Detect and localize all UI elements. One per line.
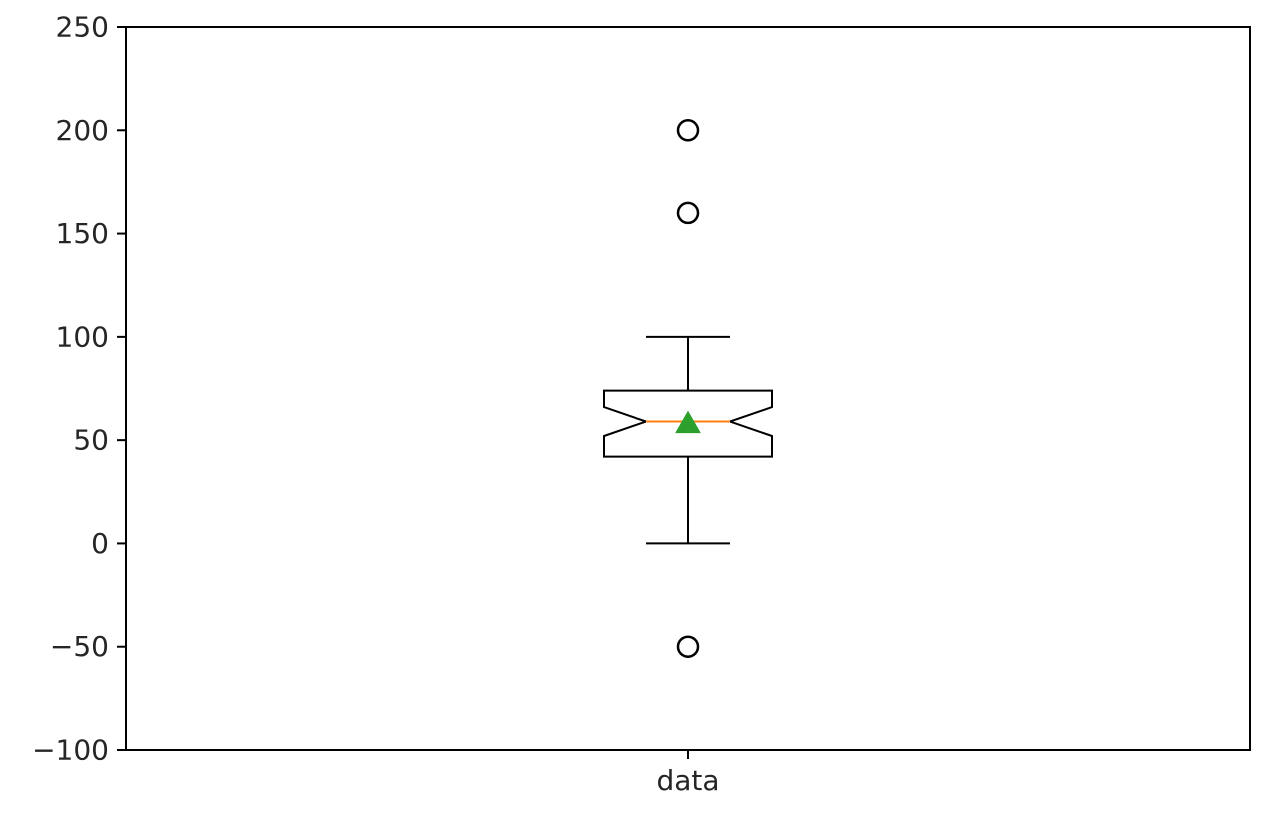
x-axis: data [656, 750, 720, 797]
notched-box [603, 389, 773, 458]
plot-frame [125, 26, 1251, 751]
mean-marker [675, 410, 701, 434]
y-tick-label: 50 [73, 424, 109, 457]
plot-marks [603, 119, 773, 658]
y-tick-label: 150 [56, 217, 109, 250]
y-tick-label: 0 [91, 527, 109, 560]
y-tick-label: 100 [56, 320, 109, 353]
box-group [603, 119, 773, 658]
x-tick-label: data [656, 764, 719, 797]
outlier-point [676, 119, 700, 142]
y-axis: −100 −50 0 50 100 150 200 250 [32, 11, 126, 767]
y-tick-label: −100 [32, 734, 109, 767]
outlier-point [676, 201, 700, 225]
y-tick-label: 200 [56, 114, 109, 147]
outlier-point [676, 635, 700, 658]
y-tick-label: −50 [50, 630, 109, 663]
y-tick-label: 250 [56, 11, 109, 44]
